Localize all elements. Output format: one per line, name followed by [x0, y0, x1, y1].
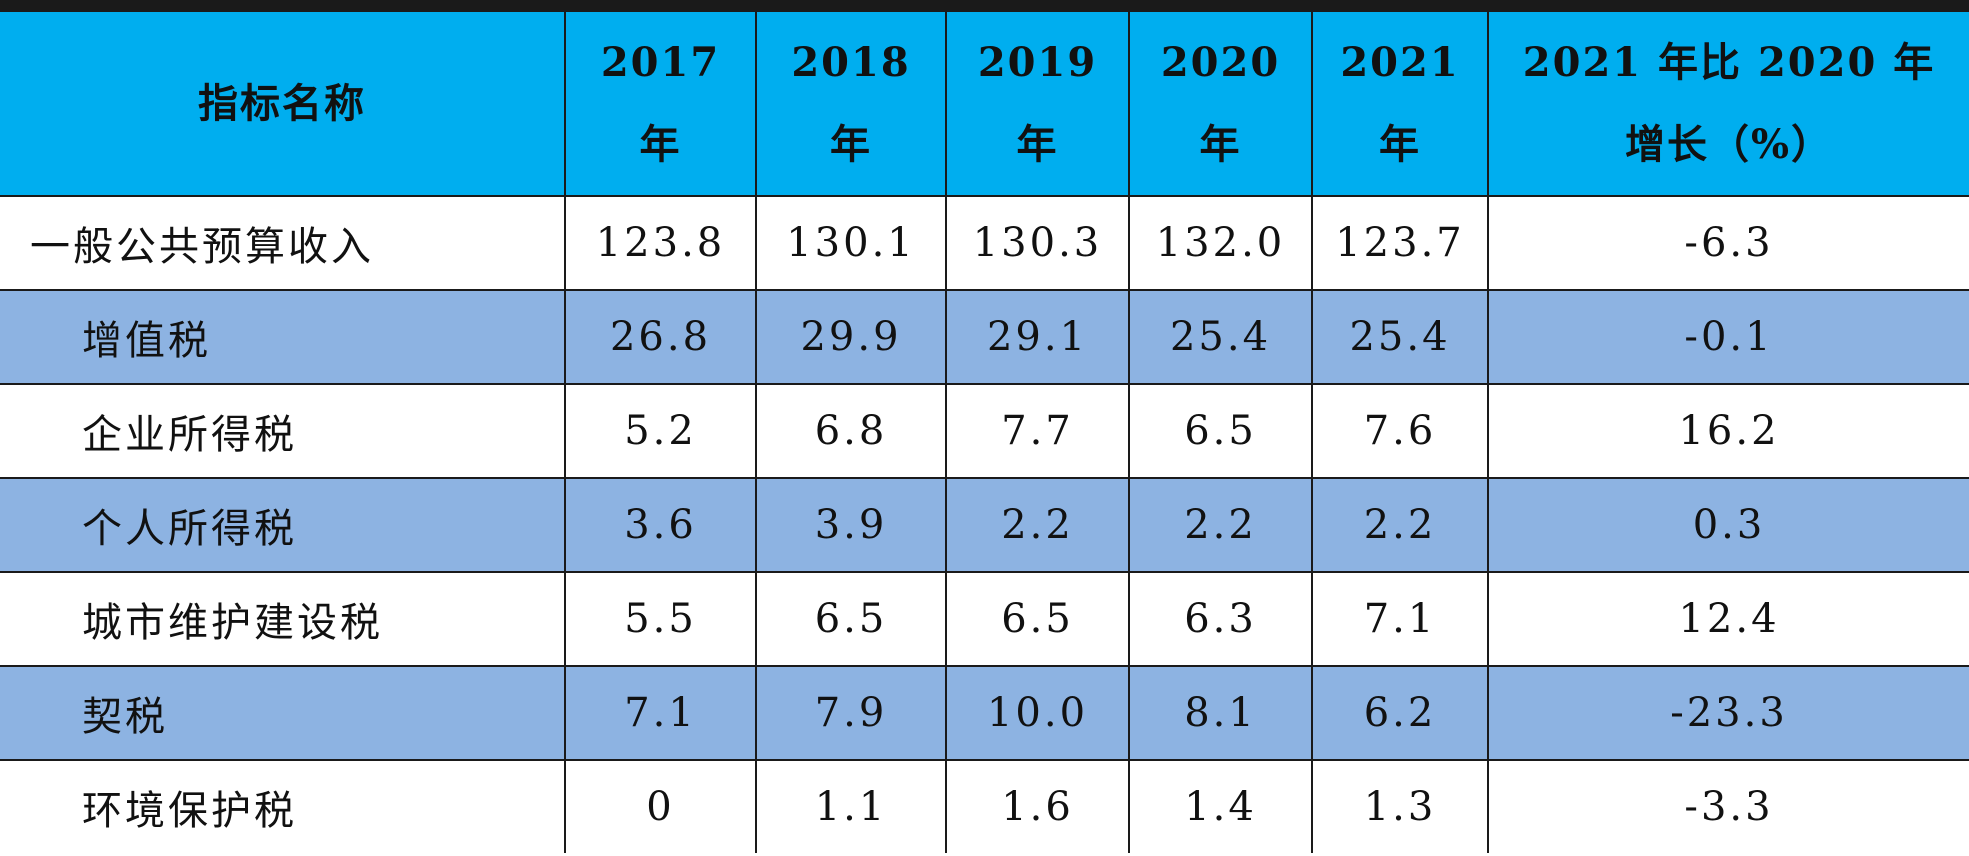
- cell-2020: 8.1: [1128, 665, 1313, 761]
- top-rule: [0, 0, 1969, 10]
- cell-2018: 1.1: [755, 759, 947, 853]
- cell-2018: 6.5: [755, 571, 947, 667]
- header-year-label: 2020: [1160, 38, 1281, 86]
- cell-2019: 7.7: [945, 383, 1130, 479]
- cell-growth: -3.3: [1487, 759, 1969, 853]
- cell-2020: 6.3: [1128, 571, 1313, 667]
- header-year-unit: 年: [1016, 120, 1059, 168]
- header-year-unit: 年: [639, 120, 682, 168]
- cell-growth: -6.3: [1487, 195, 1969, 291]
- cell-2018: 3.9: [755, 477, 947, 573]
- table-row-deed-tax: 契税 7.1 7.9 10.0 8.1 6.2 -23.3: [0, 665, 1969, 761]
- row-name: 一般公共预算收入: [0, 195, 566, 291]
- cell-2019: 1.6: [945, 759, 1130, 853]
- cell-2018: 6.8: [755, 383, 947, 479]
- header-year-2020: 2020 年: [1128, 10, 1313, 197]
- row-name: 个人所得税: [0, 477, 566, 573]
- header-indicator-name: 指标名称: [0, 10, 566, 197]
- table-row-environmental-tax: 环境保护税 0 1.1 1.6 1.4 1.3 -3.3: [0, 759, 1969, 853]
- cell-2020: 132.0: [1128, 195, 1313, 291]
- header-year-2019: 2019 年: [945, 10, 1130, 197]
- cell-2018: 29.9: [755, 289, 947, 385]
- cell-2021: 7.6: [1311, 383, 1489, 479]
- header-year-label: 2018: [791, 38, 911, 86]
- cell-2018: 130.1: [755, 195, 947, 291]
- cell-2020: 1.4: [1128, 759, 1313, 853]
- header-year-unit: 年: [1379, 120, 1421, 168]
- cell-2019: 10.0: [945, 665, 1130, 761]
- cell-growth: -23.3: [1487, 665, 1969, 761]
- header-growth-line1: 2021 年比 2020 年: [1522, 38, 1936, 86]
- cell-2019: 130.3: [945, 195, 1130, 291]
- row-name: 契税: [0, 665, 566, 761]
- cell-2021: 6.2: [1311, 665, 1489, 761]
- cell-2021: 7.1: [1311, 571, 1489, 667]
- header-year-unit: 年: [830, 120, 872, 168]
- cell-growth: -0.1: [1487, 289, 1969, 385]
- cell-2021: 25.4: [1311, 289, 1489, 385]
- cell-2020: 2.2: [1128, 477, 1313, 573]
- header-year-label: 2019: [977, 38, 1098, 86]
- table-row-personal-income-tax: 个人所得税 3.6 3.9 2.2 2.2 2.2 0.3: [0, 477, 1969, 573]
- cell-2019: 6.5: [945, 571, 1130, 667]
- header-year-2021: 2021 年: [1311, 10, 1489, 197]
- header-year-unit: 年: [1199, 120, 1242, 168]
- table-row-corporate-income-tax: 企业所得税 5.2 6.8 7.7 6.5 7.6 16.2: [0, 383, 1969, 479]
- table-row-vat: 增值税 26.8 29.9 29.1 25.4 25.4 -0.1: [0, 289, 1969, 385]
- header-year-label: 2017: [600, 38, 721, 86]
- cell-2017: 3.6: [564, 477, 757, 573]
- table-row-general-budget-revenue: 一般公共预算收入 123.8 130.1 130.3 132.0 123.7 -…: [0, 195, 1969, 291]
- table-row-urban-maintenance-tax: 城市维护建设税 5.5 6.5 6.5 6.3 7.1 12.4: [0, 571, 1969, 667]
- cell-2017: 5.2: [564, 383, 757, 479]
- header-year-2018: 2018 年: [755, 10, 947, 197]
- revenue-table: 指标名称 2017 年 2018 年 2019 年 2020 年: [0, 10, 1969, 853]
- row-name: 企业所得税: [0, 383, 566, 479]
- cell-2021: 2.2: [1311, 477, 1489, 573]
- cell-2017: 7.1: [564, 665, 757, 761]
- header-growth-line2: 增长（%）: [1624, 120, 1833, 168]
- row-name: 环境保护税: [0, 759, 566, 853]
- cell-growth: 16.2: [1487, 383, 1969, 479]
- cell-growth: 12.4: [1487, 571, 1969, 667]
- cell-2017: 0: [564, 759, 757, 853]
- cell-2021: 123.7: [1311, 195, 1489, 291]
- cell-2017: 123.8: [564, 195, 757, 291]
- header-row: 指标名称 2017 年 2018 年 2019 年 2020 年: [0, 10, 1969, 197]
- cell-2019: 29.1: [945, 289, 1130, 385]
- cell-2017: 5.5: [564, 571, 757, 667]
- header-growth: 2021 年比 2020 年 增长（%）: [1487, 10, 1969, 197]
- cell-2020: 25.4: [1128, 289, 1313, 385]
- cell-2019: 2.2: [945, 477, 1130, 573]
- cell-2020: 6.5: [1128, 383, 1313, 479]
- cell-2017: 26.8: [564, 289, 757, 385]
- header-year-label: 2021: [1340, 38, 1460, 86]
- cell-2021: 1.3: [1311, 759, 1489, 853]
- row-name: 城市维护建设税: [0, 571, 566, 667]
- cell-growth: 0.3: [1487, 477, 1969, 573]
- header-year-2017: 2017 年: [564, 10, 757, 197]
- cell-2018: 7.9: [755, 665, 947, 761]
- row-name: 增值税: [0, 289, 566, 385]
